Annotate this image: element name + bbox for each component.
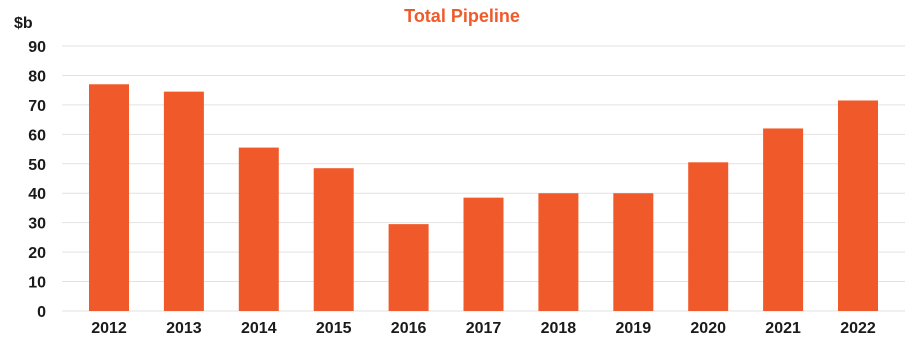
x-tick-label: 2021 bbox=[765, 320, 801, 337]
y-tick-label: 50 bbox=[28, 157, 46, 174]
x-tick-label: 2020 bbox=[690, 320, 726, 337]
y-tick-label: 70 bbox=[28, 98, 46, 115]
x-tick-label: 2015 bbox=[316, 320, 352, 337]
y-tick-label: 0 bbox=[37, 304, 46, 321]
y-tick-label: 20 bbox=[28, 245, 46, 262]
bar-2012 bbox=[89, 84, 129, 312]
chart-title: Total Pipeline bbox=[404, 6, 520, 26]
y-tick-label: 40 bbox=[28, 186, 46, 203]
x-tick-label: 2017 bbox=[466, 320, 502, 337]
x-tick-label: 2014 bbox=[241, 320, 277, 337]
y-tick-label: 30 bbox=[28, 216, 46, 233]
y-tick-label: 90 bbox=[28, 39, 46, 56]
x-tick-label: 2012 bbox=[91, 320, 127, 337]
bar-2020 bbox=[688, 162, 729, 311]
x-tick-label: 2013 bbox=[166, 320, 202, 337]
bar-2018 bbox=[538, 193, 579, 311]
y-tick-label: 10 bbox=[28, 275, 46, 292]
bar-2017 bbox=[463, 197, 504, 311]
x-axis-ticks: 2012 2013 2014 2015 2016 2017 2018 2019 2020 2021… bbox=[91, 320, 876, 337]
y-tick-label: 80 bbox=[28, 68, 46, 85]
bars bbox=[89, 84, 878, 312]
bar-2019 bbox=[613, 193, 654, 311]
bar-2022 bbox=[838, 100, 878, 311]
x-tick-label: 2019 bbox=[616, 320, 652, 337]
y-axis-ticks: 0 10 20 30 40 50 60 70 80 90 bbox=[28, 39, 46, 321]
bar-2014 bbox=[238, 147, 279, 311]
bar-2016 bbox=[388, 224, 429, 311]
bar-2015 bbox=[313, 168, 354, 311]
x-tick-label: 2018 bbox=[541, 320, 577, 337]
bar-2013 bbox=[163, 91, 204, 311]
bar-2021 bbox=[763, 128, 804, 311]
x-tick-label: 2022 bbox=[840, 320, 876, 337]
x-tick-label: 2016 bbox=[391, 320, 427, 337]
y-unit-label: $b bbox=[14, 15, 33, 32]
y-tick-label: 60 bbox=[28, 127, 46, 144]
